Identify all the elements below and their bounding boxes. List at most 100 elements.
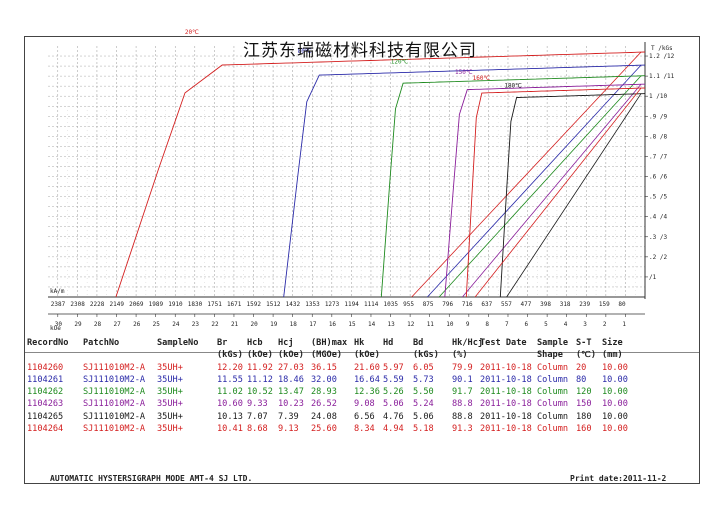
x-kam-tick-label: 1512 [266,301,281,308]
table-unit-cell: (kOe) [247,350,273,361]
table-cell: 10.00 [602,424,628,435]
table-header-cell: Bd [413,338,424,348]
table-cell: 1104262 [27,387,64,398]
table-row: 1104264 SJ111010M2-A 35UH+ 10.41 8.68 9.13 25.… [27,424,700,436]
x-axis-label-koe: kOe [50,325,61,332]
y-tick-label: /1 [649,274,657,281]
x-koe-tick-label: 7 [505,321,509,328]
y-tick-label: .3 /3 [649,234,667,241]
table-cell: 2011-10-18 [480,399,532,410]
table-cell: 1104264 [27,424,64,435]
y-tick-label: .6 /6 [649,174,667,181]
table-unit-cell: (kGs) [217,350,243,361]
x-koe-tick-label: 28 [94,321,102,328]
table-cell: 10.00 [602,399,628,410]
x-koe-tick-label: 9 [466,321,470,328]
table-cell: 20 [576,362,587,373]
table-cell: 13.47 [278,387,304,398]
demag-curve [444,83,645,298]
x-kam-tick-label: 1432 [286,301,301,308]
x-kam-tick-label: 2228 [90,301,105,308]
table-cell: SJ111010M2-A [83,362,146,373]
x-kam-tick-label: 557 [501,301,512,308]
table-unit-cell: (kOe) [354,350,380,361]
b-curve-line [474,87,642,298]
table-cell: 2011-10-18 [480,387,532,398]
table-cell: 88.8 [452,399,473,410]
b-curve-line [506,93,642,298]
table-row: 1104265 SJ111010M2-A 35UH+ 10.13 7.07 7.39 24.… [27,412,700,424]
table-cell: 120 [576,387,592,398]
table-cell: 91.3 [452,424,473,435]
table-header-cell: Test Date [480,338,527,348]
table-row: 1104262 SJ111010M2-A 35UH+ 11.02 10.52 13.47 2… [27,387,700,399]
table-row: 1104263 SJ111010M2-A 35UH+ 10.60 9.33 10.23 26… [27,399,700,411]
footer-instrument: AUTOMATIC HYSTERSIGRAPH MODE AMT-4 SJ LT… [50,474,253,483]
table-cell: 5.06 [413,411,434,422]
table-cell: 10.00 [602,362,628,373]
table-cell: 18.46 [278,374,304,385]
x-kam-tick-label: 2308 [70,301,85,308]
table-header-cell: SampleNo [157,338,199,348]
table-cell: 25.60 [311,424,337,435]
y-tick-label: 1.1 /11 [649,73,675,80]
table-cell: 12.36 [354,387,380,398]
x-koe-tick-label: 1 [622,321,626,328]
table-cell: 5.73 [413,374,434,385]
table-cell: 6.05 [413,362,434,373]
series-label: 20℃ [185,29,199,36]
x-koe-tick-label: 16 [329,321,337,328]
table-header-cell: Hk/Hcj [452,338,484,348]
table-unit-cell: (mm) [602,350,623,361]
table-cell: Column [537,424,569,435]
table-cell: 150 [576,399,592,410]
table-unit-cell: Shape [537,350,563,361]
table-cell: 35UH+ [157,387,183,398]
x-kam-tick-label: 318 [560,301,571,308]
table-cell: 10.52 [247,387,273,398]
x-kam-tick-label: 477 [521,301,532,308]
table-cell: 1104265 [27,411,64,422]
x-kam-tick-label: 1035 [384,301,399,308]
table-cell: 2011-10-18 [480,411,532,422]
x-koe-tick-label: 3 [583,321,587,328]
table-units-row: (kGs) (kOe) (kOe) (MGOe) (kOe) (kGs) (%) Shape (… [27,350,700,362]
y-tick-label: 1 /10 [649,93,667,100]
x-kam-tick-label: 398 [540,301,551,308]
table-cell: SJ111010M2-A [83,411,146,422]
x-koe-tick-label: 12 [407,321,415,328]
x-koe-tick-label: 14 [368,321,376,328]
x-koe-tick-label: 27 [114,321,122,328]
table-unit-cell: (kGs) [413,350,439,361]
demag-curve [499,93,646,298]
x-kam-tick-label: 1353 [305,301,320,308]
x-kam-tick-label: 1671 [227,301,242,308]
series-label: 160℃ [473,75,491,82]
b-curve-line [411,51,642,298]
x-koe-tick-label: 21 [231,321,239,328]
table-cell: 5.97 [383,362,404,373]
table-cell: 35UH+ [157,399,183,410]
y-tick-label: .2 /2 [649,254,667,261]
table-cell: 11.55 [217,374,243,385]
b-curve-line [427,64,642,298]
table-cell: 4.94 [383,424,404,435]
table-cell: 26.52 [311,399,337,410]
table-cell: 28.93 [311,387,337,398]
demag-curve [465,87,646,298]
x-kam-tick-label: 796 [442,301,453,308]
table-header-cell: RecordNo [27,338,69,348]
table-cell: SJ111010M2-A [83,374,146,385]
table-cell: 180 [576,411,592,422]
x-koe-tick-label: 25 [153,321,161,328]
x-kam-tick-label: 1830 [188,301,203,308]
y-tick-label: .4 /4 [649,214,667,221]
table-cell: 90.1 [452,374,473,385]
footer-print-date: Print date:2011-11-2 [570,474,667,483]
x-koe-tick-label: 15 [348,321,356,328]
table-cell: 10.41 [217,424,243,435]
x-kam-tick-label: 1273 [325,301,340,308]
x-kam-tick-label: 1910 [168,301,183,308]
table-cell: Column [537,374,569,385]
divider [25,352,699,353]
